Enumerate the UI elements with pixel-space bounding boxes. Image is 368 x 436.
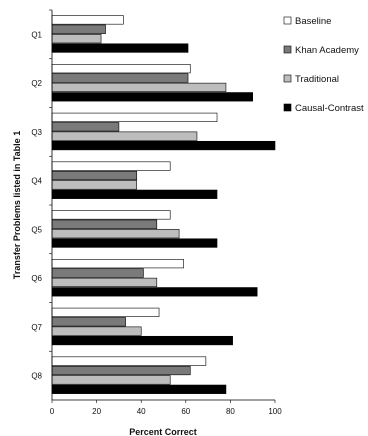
x-ticks-group: 0 20 40 60 80 100	[50, 400, 282, 416]
bar-q2-baseline	[51, 64, 191, 74]
legend-swatch-baseline	[283, 16, 292, 25]
bars-group	[51, 15, 276, 394]
bar-q3-traditional	[51, 131, 198, 141]
x-tick-label: 20	[92, 407, 101, 416]
x-tick-label: 80	[226, 407, 235, 416]
legend-swatch-causal-contrast	[283, 103, 292, 112]
bar-q4-causal-contrast	[51, 189, 218, 199]
bar-q5-baseline	[51, 210, 171, 220]
y-tick-label: Q4	[31, 177, 42, 186]
x-tick-label: 0	[50, 407, 55, 416]
bar-q1-causal-contrast	[51, 43, 189, 53]
bar-q5-khan-academy	[51, 219, 158, 229]
y-axis-title: Transfer Problems listed in Table 1	[12, 131, 22, 279]
bar-q6-traditional	[51, 277, 158, 288]
legend: Baseline Khan Academy Traditional Causal-Co…	[283, 16, 364, 114]
bar-q5-traditional	[51, 229, 180, 239]
bar-q6-khan-academy	[51, 268, 144, 278]
bar-q8-khan-academy	[51, 365, 191, 376]
bar-q8-causal-contrast	[51, 384, 227, 394]
legend-swatch-traditional	[283, 74, 292, 83]
bar-q2-khan-academy	[51, 73, 189, 83]
bar-q4-baseline	[51, 161, 171, 171]
bar-q8-baseline	[51, 356, 207, 366]
bar-q5-causal-contrast	[51, 238, 218, 248]
y-tick-label: Q6	[31, 274, 42, 283]
bar-q4-khan-academy	[51, 170, 138, 181]
y-tick-label: Q7	[31, 323, 42, 332]
y-tick-label: Q2	[31, 79, 42, 88]
legend-label: Causal-Contrast	[295, 103, 364, 114]
legend-label: Traditional	[295, 74, 339, 85]
bar-q3-khan-academy	[51, 122, 120, 132]
legend-label: Khan Academy	[295, 45, 359, 56]
x-tick-label: 40	[137, 407, 146, 416]
x-tick-label: 60	[181, 407, 190, 416]
bar-q1-baseline	[51, 15, 124, 25]
legend-swatch-khan-academy	[283, 45, 292, 54]
x-tick-label: 100	[268, 407, 282, 416]
y-tick-label: Q1	[31, 30, 42, 39]
bar-q7-causal-contrast	[51, 335, 233, 346]
bar-q7-khan-academy	[51, 317, 126, 327]
bar-q1-traditional	[51, 34, 102, 44]
y-ticks-group: Q1 Q2 Q3 Q4 Q5 Q6 Q7 Q8	[31, 9, 52, 381]
bar-q7-traditional	[51, 326, 142, 336]
legend-label: Baseline	[295, 16, 331, 27]
y-tick-label: Q8	[31, 372, 42, 381]
bar-q6-causal-contrast	[51, 287, 258, 297]
bar-q8-traditional	[51, 375, 171, 385]
bar-q7-baseline	[51, 307, 160, 317]
y-tick-label: Q3	[31, 128, 42, 137]
bar-q1-khan-academy	[51, 24, 106, 34]
y-tick-label: Q5	[31, 225, 42, 234]
bar-q2-traditional	[51, 82, 227, 93]
bar-q2-causal-contrast	[51, 92, 253, 102]
bar-q4-traditional	[51, 180, 138, 190]
bar-q3-causal-contrast	[51, 140, 276, 151]
bar-q6-baseline	[51, 259, 184, 269]
bar-q3-baseline	[51, 112, 218, 122]
x-axis-title: Percent Correct	[129, 427, 197, 436]
